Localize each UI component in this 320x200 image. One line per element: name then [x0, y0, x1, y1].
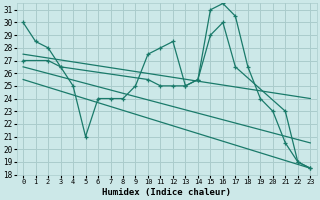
X-axis label: Humidex (Indice chaleur): Humidex (Indice chaleur): [102, 188, 231, 197]
